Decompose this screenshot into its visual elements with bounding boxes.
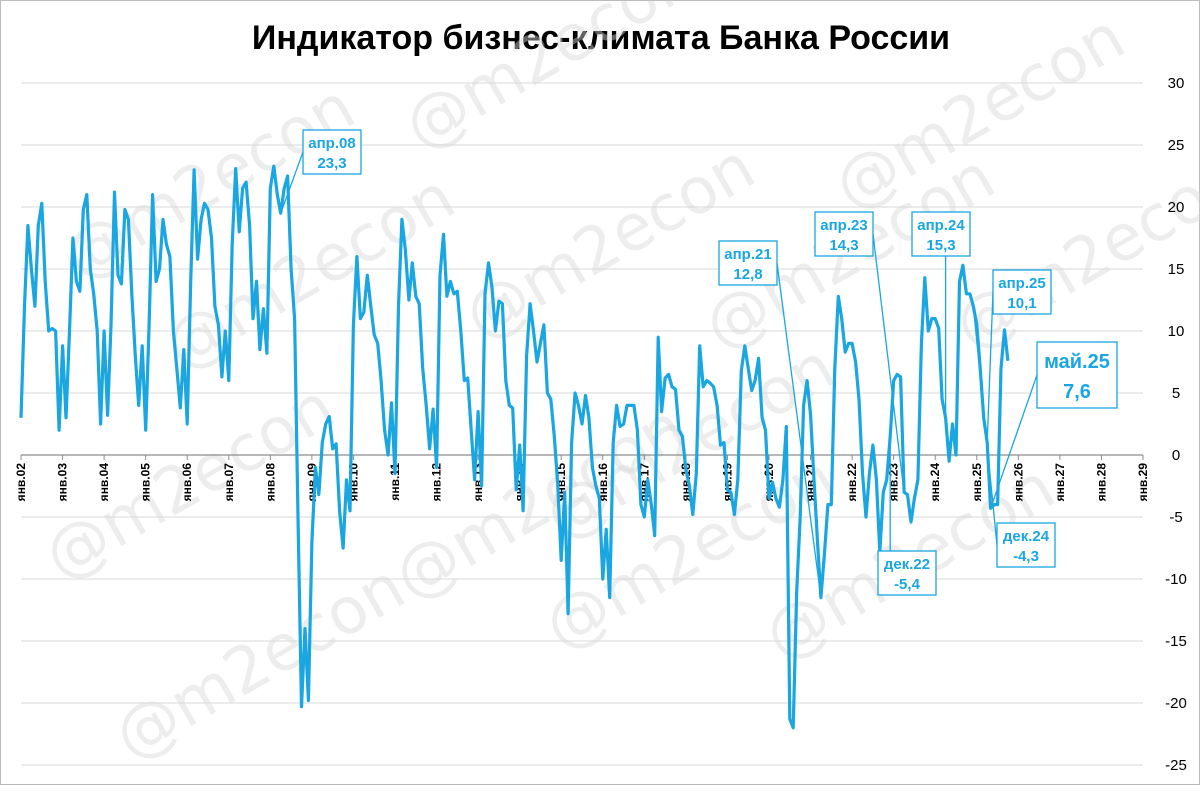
callout-leader bbox=[986, 291, 994, 443]
x-tick-label: янв.08 bbox=[263, 463, 277, 502]
y-tick-label: -15 bbox=[1165, 633, 1187, 650]
x-tick-label: янв.22 bbox=[845, 463, 859, 502]
x-tick-label: янв.03 bbox=[56, 463, 70, 502]
y-tick-label: 30 bbox=[1168, 75, 1185, 92]
x-tick-label: янв.11 bbox=[388, 463, 402, 501]
y-tick-label: -20 bbox=[1165, 695, 1187, 712]
callout-value: 7,6 bbox=[1063, 381, 1091, 403]
callout-value: -5,4 bbox=[894, 576, 921, 593]
callout-date: дек.24 bbox=[1003, 528, 1050, 545]
x-tick-label: янв.05 bbox=[139, 463, 153, 502]
y-tick-label: 15 bbox=[1168, 261, 1185, 278]
x-tick-label: янв.02 bbox=[14, 463, 28, 502]
callout-date: апр.25 bbox=[998, 275, 1045, 292]
callout-leader bbox=[872, 233, 905, 493]
y-tick-label: -10 bbox=[1165, 571, 1187, 588]
callout-leader bbox=[972, 306, 998, 546]
callout-date: дек.22 bbox=[884, 556, 930, 573]
x-tick-label: янв.25 bbox=[970, 463, 984, 502]
callout-value: 15,3 bbox=[926, 237, 955, 254]
x-tick-label: янв.16 bbox=[596, 463, 610, 502]
y-tick-label: -25 bbox=[1165, 757, 1187, 774]
y-tick-label: 20 bbox=[1168, 199, 1185, 216]
callout-box bbox=[996, 522, 1056, 568]
callout-date: апр.08 bbox=[308, 135, 355, 152]
callout-value: 12,8 bbox=[733, 266, 762, 283]
x-tick-label: янв.06 bbox=[180, 463, 194, 502]
x-tick-label: янв.27 bbox=[1053, 463, 1067, 502]
callout-box bbox=[1036, 341, 1118, 409]
y-tick-label: 0 bbox=[1172, 447, 1180, 464]
callout-box bbox=[718, 240, 778, 286]
callout-value: 14,3 bbox=[829, 237, 858, 254]
y-tick-label: 10 bbox=[1168, 323, 1185, 340]
callout-box bbox=[877, 550, 937, 596]
y-tick-label: 5 bbox=[1172, 385, 1180, 402]
callout-leader bbox=[990, 374, 1038, 509]
callout-leader bbox=[776, 262, 822, 598]
callout-box bbox=[911, 211, 971, 257]
callout-date: апр.21 bbox=[724, 246, 771, 263]
callout-value: -4,3 bbox=[1013, 548, 1039, 565]
x-tick-label: янв.07 bbox=[222, 463, 236, 502]
callout-date: апр.24 bbox=[917, 217, 965, 234]
x-tick-label: янв.12 bbox=[430, 463, 444, 502]
callout-box bbox=[302, 129, 362, 175]
callout-value: 23,3 bbox=[317, 155, 346, 172]
x-tick-label: янв.26 bbox=[1011, 463, 1025, 502]
x-tick-label: янв.28 bbox=[1094, 463, 1108, 502]
callout-value: 10,1 bbox=[1007, 295, 1036, 312]
callout-leader bbox=[280, 151, 304, 214]
x-tick-label: янв.29 bbox=[1136, 463, 1150, 502]
y-tick-label: 25 bbox=[1168, 137, 1185, 154]
x-tick-label: янв.24 bbox=[928, 463, 942, 502]
callout-date: май.25 bbox=[1044, 351, 1110, 373]
series-line bbox=[19, 164, 1010, 730]
callout-box bbox=[814, 211, 874, 257]
watermark-text: @m2econ bbox=[102, 550, 417, 775]
chart-title: Индикатор бизнес-климата Банка России bbox=[251, 19, 951, 57]
y-tick-label: -5 bbox=[1169, 509, 1182, 526]
callout-date: апр.23 bbox=[820, 217, 867, 234]
callout-box bbox=[992, 269, 1052, 315]
x-tick-label: янв.04 bbox=[97, 463, 111, 502]
